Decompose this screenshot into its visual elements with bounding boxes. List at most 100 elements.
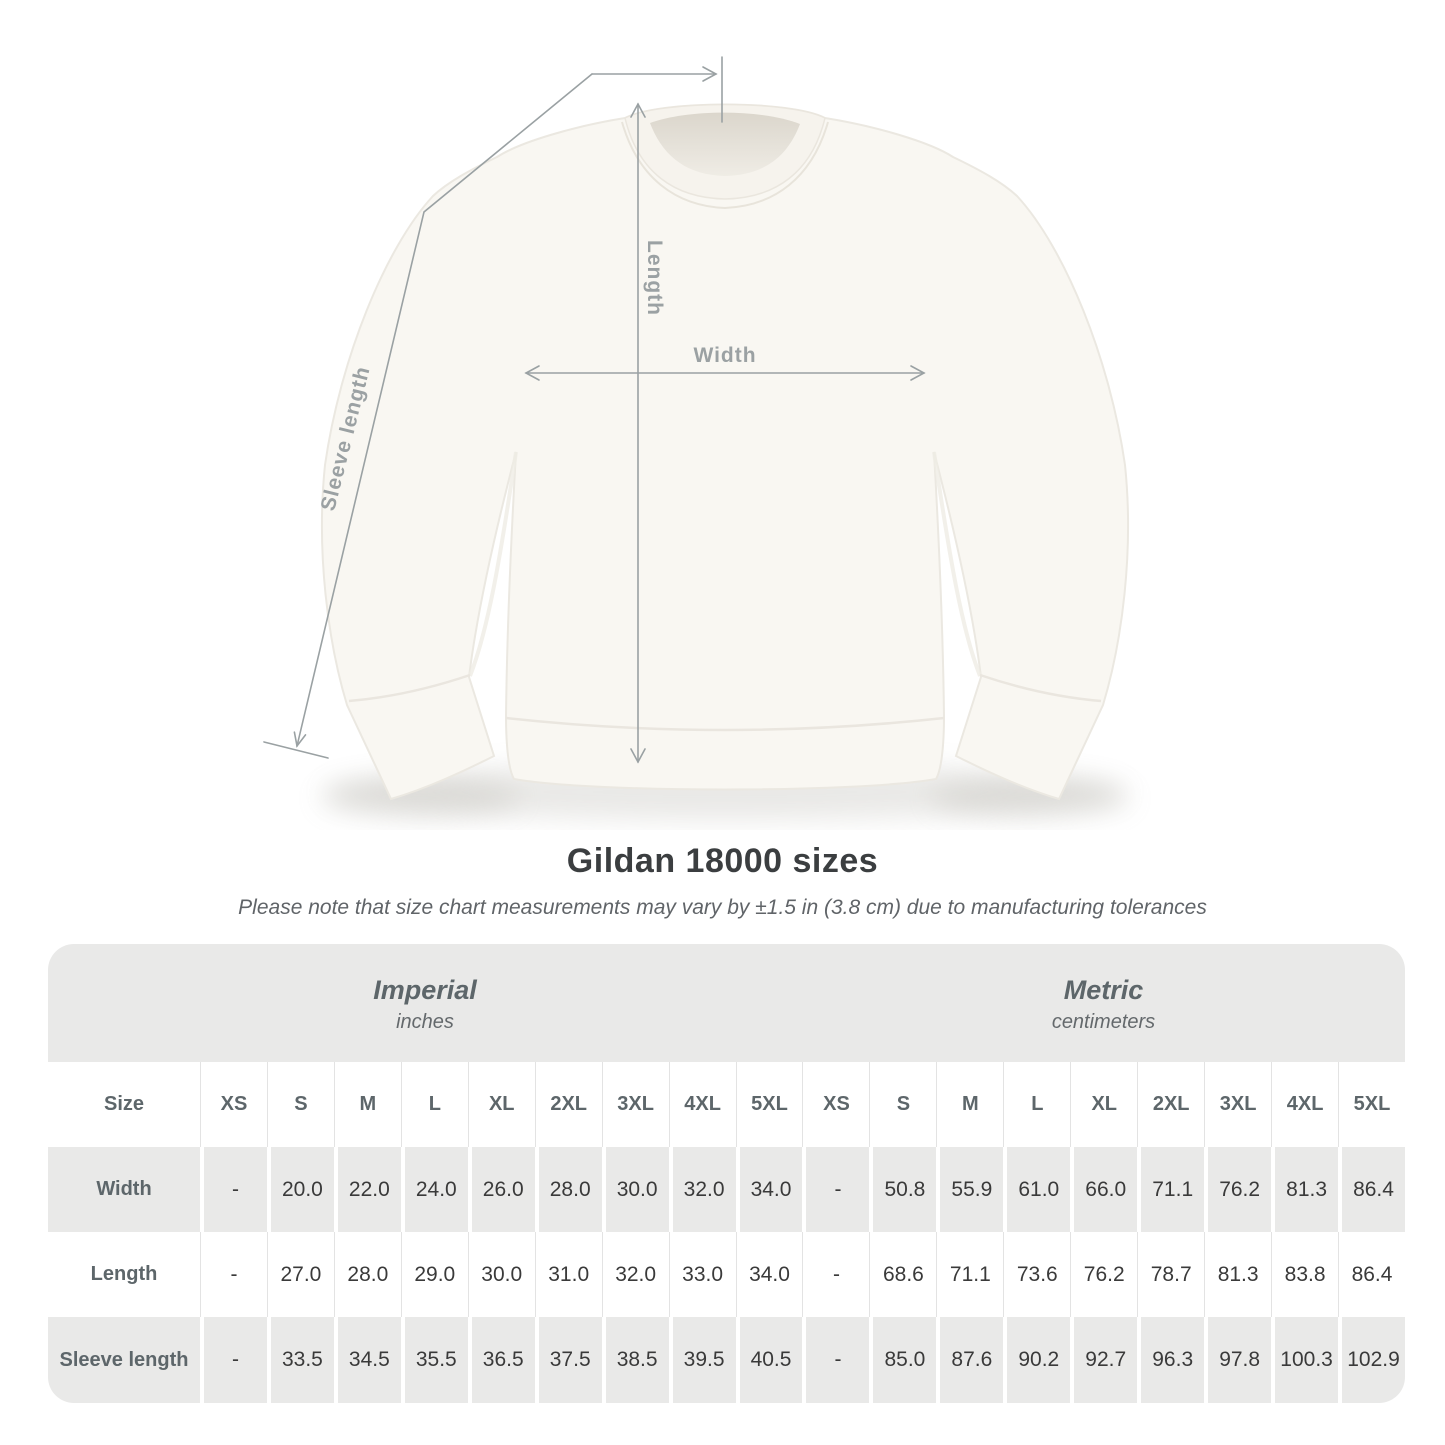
size-value: 40.5: [735, 1317, 803, 1403]
table-row: Length -27.0 28.0 29.0 30.0 31.0 32.0 33.0 34.0-…: [48, 1232, 1405, 1317]
row-label: Width: [48, 1147, 200, 1232]
size-column-header: 5XL: [735, 1062, 803, 1147]
size-value: 92.7: [1070, 1317, 1138, 1403]
size-column-header: XS: [802, 1062, 870, 1147]
size-value: 32.0: [668, 1147, 736, 1232]
size-value: 33.0: [668, 1232, 736, 1317]
metric-title: Metric: [1063, 974, 1144, 1005]
size-value: 81.3: [1271, 1147, 1339, 1232]
size-column-header: S: [869, 1062, 937, 1147]
size-column-header: 5XL: [1338, 1062, 1405, 1147]
size-value: 32.0: [601, 1232, 669, 1317]
size-value: 71.1: [936, 1232, 1004, 1317]
width-label: Width: [693, 344, 756, 367]
table-row: Sleeve length -33.5 34.5 35.5 36.5 37.5 38.5 39…: [48, 1317, 1405, 1403]
right-cuff-seam: [979, 673, 1102, 703]
sleeve-length-arrow: [263, 56, 723, 759]
size-value: 34.0: [735, 1232, 803, 1317]
hem-seam: [505, 716, 945, 732]
neck-opening: [650, 112, 800, 176]
size-value: 83.8: [1271, 1232, 1339, 1317]
size-value: 100.3: [1271, 1317, 1339, 1403]
metric-unit: centimeters: [1051, 1010, 1156, 1033]
size-column-header: XL: [1070, 1062, 1138, 1147]
size-value: 39.5: [668, 1317, 736, 1403]
size-value: 61.0: [1003, 1147, 1071, 1232]
size-column-header: L: [400, 1062, 468, 1147]
tolerance-note: Please note that size chart measurements…: [238, 896, 1207, 919]
size-value: 102.9: [1338, 1317, 1405, 1403]
size-value: 81.3: [1204, 1232, 1272, 1317]
size-value: 90.2: [1003, 1317, 1071, 1403]
size-column-header: M: [333, 1062, 401, 1147]
page-title: Gildan 18000 sizes: [566, 842, 879, 880]
size-value: 76.2: [1070, 1232, 1138, 1317]
size-value: 28.0: [333, 1232, 401, 1317]
left-cuff-seam: [348, 673, 471, 703]
size-value: 37.5: [534, 1317, 602, 1403]
size-column-header: XS: [200, 1062, 267, 1147]
width-arrow: [524, 365, 926, 381]
size-column-header: M: [936, 1062, 1004, 1147]
size-table-body: Size XS S M L XL 2XL 3XL 4XL 5XL XS S M L XL 2XL 3XL 4XL 5…: [48, 1062, 1405, 1403]
size-value: 35.5: [400, 1317, 468, 1403]
size-value: 24.0: [400, 1147, 468, 1232]
size-value: 30.0: [601, 1147, 669, 1232]
imperial-title: Imperial: [373, 974, 477, 1005]
table-row: Width -20.0 22.0 24.0 26.0 28.0 30.0 32.0 34.0-5…: [48, 1147, 1405, 1232]
size-value: 97.8: [1204, 1317, 1272, 1403]
measurement-annotations: [263, 56, 926, 764]
size-column-header: 2XL: [534, 1062, 602, 1147]
size-column-header: XL: [467, 1062, 535, 1147]
size-column-header: L: [1003, 1062, 1071, 1147]
size-value: 87.6: [936, 1317, 1004, 1403]
size-value: 27.0: [266, 1232, 334, 1317]
sweatshirt-body: [320, 103, 1130, 801]
size-value: 73.6: [1003, 1232, 1071, 1317]
size-value: 28.0: [534, 1147, 602, 1232]
size-column-header: 4XL: [1271, 1062, 1339, 1147]
size-value: -: [802, 1317, 870, 1403]
row-label: Length: [48, 1232, 200, 1317]
size-value: 66.0: [1070, 1147, 1138, 1232]
size-value: 86.4: [1338, 1147, 1405, 1232]
size-value: 76.2: [1204, 1147, 1272, 1232]
size-value: 33.5: [266, 1317, 334, 1403]
size-value: 22.0: [333, 1147, 401, 1232]
size-value: 78.7: [1137, 1232, 1205, 1317]
size-value: 34.0: [735, 1147, 803, 1232]
size-value: 29.0: [400, 1232, 468, 1317]
size-value: -: [200, 1232, 267, 1317]
length-label: Length: [643, 240, 666, 316]
sweatshirt-diagram-svg: Length Width Sleeve length: [263, 56, 1130, 820]
size-value: -: [200, 1317, 267, 1403]
size-value: 26.0: [467, 1147, 535, 1232]
size-value: 85.0: [869, 1317, 937, 1403]
imperial-header: Imperial inches: [48, 944, 802, 1062]
size-column-header: 4XL: [668, 1062, 736, 1147]
imperial-unit: inches: [396, 1010, 454, 1033]
sweatshirt-illustration: [320, 103, 1130, 801]
size-value: -: [802, 1147, 870, 1232]
size-value: 68.6: [869, 1232, 937, 1317]
size-value: 96.3: [1137, 1317, 1205, 1403]
table-row: Size XS S M L XL 2XL 3XL 4XL 5XL XS S M L XL 2XL 3XL 4XL 5…: [48, 1062, 1405, 1147]
size-value: 31.0: [534, 1232, 602, 1317]
length-arrow: [630, 102, 646, 764]
size-value: 30.0: [467, 1232, 535, 1317]
unit-system-header: Imperial inches Metric centimeters: [48, 944, 1405, 1062]
size-value: 71.1: [1137, 1147, 1205, 1232]
size-value: 86.4: [1338, 1232, 1405, 1317]
size-value: -: [802, 1232, 870, 1317]
size-value: 55.9: [936, 1147, 1004, 1232]
size-value: -: [200, 1147, 267, 1232]
size-column-header: 3XL: [601, 1062, 669, 1147]
size-chart-table: Imperial inches Metric centimeters Size X…: [48, 944, 1405, 1403]
row-label: Sleeve length: [48, 1317, 200, 1403]
size-value: 38.5: [601, 1317, 669, 1403]
size-column-header: S: [266, 1062, 334, 1147]
size-column-header: 2XL: [1137, 1062, 1205, 1147]
size-value: 34.5: [333, 1317, 401, 1403]
size-column-header: 3XL: [1204, 1062, 1272, 1147]
size-value: 50.8: [869, 1147, 937, 1232]
